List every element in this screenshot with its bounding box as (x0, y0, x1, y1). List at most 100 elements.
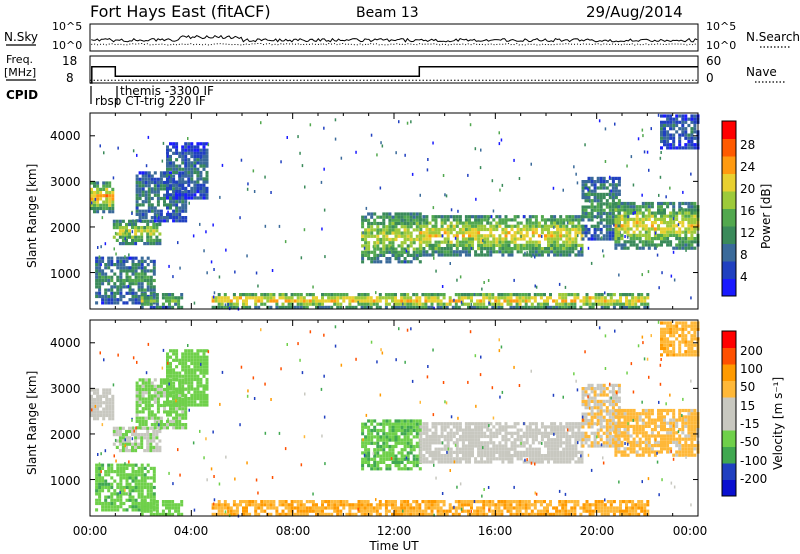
heatmap-cell (540, 227, 544, 232)
heatmap-cell (90, 388, 93, 392)
heatmap-cell (138, 384, 142, 388)
heatmap-cell (149, 449, 153, 453)
heatmap-cell (128, 482, 132, 486)
heatmap-cell (166, 423, 169, 427)
heatmap-cell (376, 448, 380, 452)
heatmap-cell (387, 296, 391, 300)
heatmap-cell (181, 381, 185, 385)
heatmap-cell (137, 278, 141, 283)
scatter-cell (124, 231, 126, 235)
heatmap-cell (599, 196, 603, 200)
heatmap-cell (99, 206, 103, 211)
heatmap-cell (147, 384, 151, 388)
heatmap-cell (483, 441, 487, 445)
heatmap-cell (507, 438, 511, 442)
heatmap-cell (483, 237, 487, 241)
heatmap-cell (443, 253, 447, 257)
heatmap-cell (419, 438, 423, 442)
heatmap-cell (172, 174, 176, 178)
heatmap-cell (406, 460, 410, 464)
power-colorbar-segment (722, 208, 736, 227)
heatmap-cell (397, 428, 401, 433)
heatmap-cell (367, 448, 371, 452)
heatmap-cell (229, 302, 233, 306)
heatmap-cell (430, 302, 434, 306)
heatmap-cell (581, 412, 585, 416)
heatmap-cell (516, 247, 520, 251)
heatmap-cell (166, 381, 169, 385)
heatmap-cell (540, 253, 544, 257)
heatmap-cell (617, 205, 621, 209)
heatmap-cell (397, 451, 401, 455)
heatmap-cell (638, 246, 642, 250)
heatmap-cell (146, 439, 150, 443)
heatmap-cell (579, 299, 583, 303)
scatter-cell (128, 253, 130, 257)
heatmap-cell (143, 485, 147, 490)
heatmap-cell (510, 234, 514, 238)
heatmap-cell (663, 133, 666, 137)
heatmap-cell (581, 231, 585, 235)
scatter-cell (646, 150, 649, 154)
heatmap-cell (533, 299, 537, 303)
heatmap-cell (202, 365, 206, 369)
heatmap-cell (574, 227, 578, 232)
heatmap-cell (638, 205, 642, 209)
heatmap-cell (544, 431, 547, 435)
heatmap-cell (232, 302, 236, 306)
cpid-annotation-themis: themis -3300 IF (120, 84, 214, 98)
heatmap-cell (568, 253, 572, 257)
heatmap-cell (143, 503, 147, 507)
heatmap-cell (178, 183, 182, 187)
heatmap-cell (321, 302, 324, 306)
heatmap-cell (202, 352, 206, 356)
heatmap-cell (431, 454, 435, 458)
heatmap-cell (470, 305, 473, 309)
heatmap-cell (562, 460, 566, 464)
heatmap-cell (528, 434, 532, 439)
heatmap-cell (693, 246, 697, 250)
heatmap-cell (522, 253, 526, 257)
heatmap-cell (501, 218, 505, 222)
scatter-cell (670, 242, 672, 246)
heatmap-cell (573, 299, 577, 303)
heatmap-cell (506, 293, 510, 297)
heatmap-cell (580, 253, 584, 257)
heatmap-cell (614, 230, 618, 234)
heatmap-cell (638, 217, 642, 221)
heatmap-cell (471, 234, 474, 238)
heatmap-cell (565, 237, 569, 241)
heatmap-cell (90, 190, 93, 195)
heatmap-cell (144, 391, 148, 395)
heatmap-cell (623, 208, 627, 212)
heatmap-cell (149, 229, 153, 233)
heatmap-cell (581, 180, 585, 184)
scatter-cell (257, 284, 259, 288)
heatmap-cell (495, 224, 499, 228)
scatter-cell (632, 183, 635, 187)
heatmap-cell (168, 293, 171, 297)
heatmap-cell (394, 438, 398, 442)
heatmap-cell (437, 253, 441, 257)
heatmap-cell (528, 425, 532, 429)
scatter-cell (580, 247, 582, 251)
heatmap-cell (422, 425, 426, 429)
heatmap-cell (443, 447, 447, 451)
heatmap-cell (187, 151, 191, 155)
heatmap-cell (492, 237, 496, 241)
heatmap-cell (446, 247, 450, 251)
heatmap-cell (190, 368, 194, 372)
heatmap-cell (269, 305, 273, 309)
heatmap-cell (474, 428, 478, 432)
heatmap-cell (504, 224, 508, 228)
heatmap-cell (143, 433, 147, 437)
heatmap-cell (382, 428, 386, 433)
heatmap-cell (596, 393, 600, 397)
heatmap-cell (175, 203, 179, 207)
heatmap-cell (556, 234, 560, 238)
heatmap-cell (391, 438, 395, 442)
heatmap-cell (187, 174, 191, 178)
heatmap-cell (422, 460, 426, 464)
heatmap-cell (638, 237, 642, 241)
heatmap-cell (479, 305, 483, 309)
